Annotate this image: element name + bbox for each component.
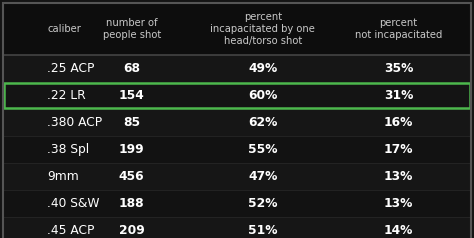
Text: .25 ACP: .25 ACP xyxy=(47,62,95,75)
Text: 209: 209 xyxy=(119,224,145,237)
Text: 16%: 16% xyxy=(384,116,413,129)
Text: 47%: 47% xyxy=(248,170,277,183)
Text: 13%: 13% xyxy=(384,170,413,183)
Text: 55%: 55% xyxy=(248,143,277,156)
Text: percent
not incapacitated: percent not incapacitated xyxy=(355,18,442,40)
Text: 14%: 14% xyxy=(384,224,413,237)
Bar xyxy=(3,136,471,163)
Text: 60%: 60% xyxy=(248,89,277,102)
Text: 17%: 17% xyxy=(384,143,413,156)
Text: 13%: 13% xyxy=(384,197,413,210)
Text: percent
incapacitated by one
head/torso shot: percent incapacitated by one head/torso … xyxy=(210,12,315,46)
Bar xyxy=(3,82,471,109)
Text: 62%: 62% xyxy=(248,116,277,129)
Bar xyxy=(4,83,470,108)
Text: 51%: 51% xyxy=(248,224,277,237)
Text: 52%: 52% xyxy=(248,197,277,210)
Text: 85: 85 xyxy=(123,116,140,129)
Text: number of
people shot: number of people shot xyxy=(102,18,161,40)
Text: caliber: caliber xyxy=(47,24,82,34)
Text: .22 LR: .22 LR xyxy=(47,89,86,102)
Text: .45 ACP: .45 ACP xyxy=(47,224,95,237)
Text: 188: 188 xyxy=(119,197,145,210)
Text: 31%: 31% xyxy=(384,89,413,102)
Bar xyxy=(3,190,471,217)
Text: 35%: 35% xyxy=(384,62,413,75)
Text: .40 S&W: .40 S&W xyxy=(47,197,100,210)
Text: 199: 199 xyxy=(119,143,145,156)
Text: .380 ACP: .380 ACP xyxy=(47,116,102,129)
Bar xyxy=(3,55,471,82)
Text: 456: 456 xyxy=(119,170,145,183)
Text: 154: 154 xyxy=(119,89,145,102)
Bar xyxy=(3,109,471,136)
Text: .38 Spl: .38 Spl xyxy=(47,143,90,156)
Bar xyxy=(3,163,471,190)
Bar xyxy=(3,217,471,238)
Text: 49%: 49% xyxy=(248,62,277,75)
Text: 9mm: 9mm xyxy=(47,170,79,183)
Text: 68: 68 xyxy=(123,62,140,75)
Bar xyxy=(3,3,471,55)
